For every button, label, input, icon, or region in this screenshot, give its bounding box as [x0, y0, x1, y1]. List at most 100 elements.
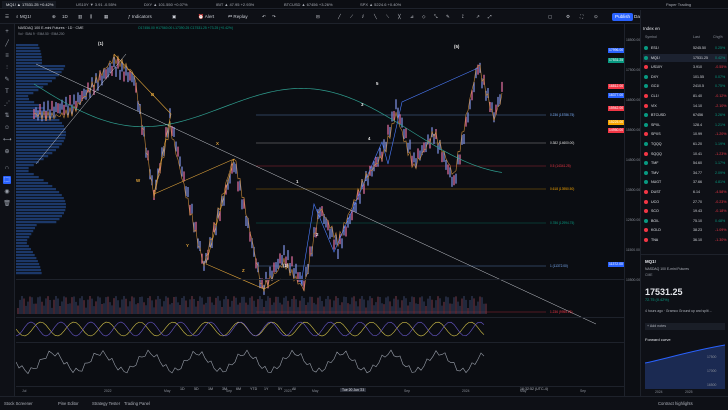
- chart-type-icon[interactable]: ▥: [78, 14, 83, 19]
- tab-mq1[interactable]: MQ1! ▲ 17531.25 +0.42%: [2, 1, 56, 8]
- templates-icon[interactable]: ▦: [104, 14, 109, 19]
- watchlist-row[interactable]: CL1! 81.40 -0.12%: [643, 92, 727, 100]
- watchlist-row[interactable]: US10Y 3.910 -0.55%: [643, 63, 727, 71]
- crosshair-icon[interactable]: +: [5, 29, 9, 35]
- drawing-tool-2[interactable]: ╱: [338, 14, 341, 19]
- watchlist-row[interactable]: SPXL 128.4 1.21%: [643, 121, 727, 129]
- col-chg[interactable]: Chg%: [713, 35, 723, 39]
- zoom-icon[interactable]: ⊕: [4, 149, 10, 155]
- trading-panel-tab[interactable]: Trading Panel: [124, 401, 150, 406]
- forecast-icon[interactable]: ⇅: [4, 113, 10, 119]
- pattern-icon[interactable]: ⋰: [4, 101, 10, 107]
- chart-canvas[interactable]: [16, 24, 624, 396]
- drawing-tool-3[interactable]: ⟋: [350, 14, 354, 19]
- drawing-tool-5[interactable]: ╲: [374, 14, 377, 19]
- magnet-icon[interactable]: ∩: [4, 165, 10, 171]
- redo-icon[interactable]: ↷: [272, 14, 276, 19]
- tab-dxy[interactable]: DXY ▲ 101.550 +0.07%: [144, 2, 188, 7]
- watchlist-row[interactable]: SCO 19.43 -0.18%: [643, 207, 727, 215]
- watchlist-row[interactable]: ES1! 5245.50 0.25%: [643, 44, 727, 52]
- watchlist-row[interactable]: KOLD 38.23 -1.09%: [643, 226, 727, 234]
- watchlist-row[interactable]: BOIL 75.10 0.48%: [643, 217, 727, 225]
- drawing-tool-9[interactable]: ◇: [422, 14, 426, 19]
- tab-paper-trading[interactable]: Paper Trading: [666, 2, 692, 7]
- watchlist-row[interactable]: SQQQ 10.41 -1.23%: [643, 150, 727, 158]
- compare-button[interactable]: ⊕: [52, 14, 56, 19]
- time-axis[interactable]: Jul 2022 May Sep 2023 May Tue 20 Jun '23…: [16, 386, 624, 396]
- eye-icon[interactable]: ◉: [4, 189, 10, 195]
- watchlist-title[interactable]: Index en: [643, 26, 660, 31]
- brush-icon[interactable]: ✎: [4, 77, 10, 83]
- horizontal-line-icon[interactable]: ≡: [5, 53, 9, 59]
- alert-button[interactable]: ⏰ Alert: [198, 13, 214, 21]
- watchlist-row[interactable]: MQ1! 17531.25 0.42%: [643, 53, 727, 62]
- drawing-tool-8[interactable]: ⊿: [410, 14, 414, 19]
- trendline-icon[interactable]: ╱: [5, 41, 9, 47]
- symbol-search[interactable]: ⌕ MQ1!: [16, 13, 31, 21]
- watchlist-row[interactable]: DUST 6.14 -4.58%: [643, 188, 727, 196]
- col-last[interactable]: Last: [693, 35, 700, 39]
- drawing-tool-12[interactable]: ⟟: [462, 14, 464, 19]
- lock-icon[interactable]: ⬚: [3, 176, 11, 184]
- tab-btcusd[interactable]: BTCUSD ▲ 67456 +3.26%: [284, 2, 333, 7]
- watchlist-row[interactable]: TNA 36.10 -1.30%: [643, 236, 727, 244]
- tab-spx[interactable]: SPX ▲ 5224.6 +0.40%: [360, 2, 402, 7]
- watchlist-row[interactable]: BTCUSD 67456 3.26%: [643, 111, 727, 119]
- trash-icon[interactable]: 🗑: [3, 201, 11, 207]
- publish-button[interactable]: Publish: [612, 13, 634, 21]
- range-button[interactable]: 1Y: [264, 387, 269, 391]
- watchlist-row[interactable]: TMF 54.60 1.17%: [643, 159, 727, 167]
- add-notes-button[interactable]: + Add notes: [645, 323, 725, 330]
- settings-icon[interactable]: ⚙: [566, 14, 571, 19]
- layouts-icon[interactable]: ▣: [172, 14, 177, 19]
- drawing-tool-11[interactable]: ✎: [446, 14, 450, 19]
- contract-highlights-tab[interactable]: Contract highlights: [658, 401, 693, 406]
- range-button[interactable]: 6M: [236, 387, 241, 391]
- drawing-tool-7[interactable]: ╳: [398, 14, 401, 19]
- watchlist-row[interactable]: UCO 27.70 -0.23%: [643, 198, 727, 206]
- range-button[interactable]: YTD: [250, 387, 258, 391]
- main-chart[interactable]: NASDAQ 100 E-mini Futures · 1D · CME O17…: [16, 24, 624, 396]
- shapes-icon[interactable]: ☺: [3, 125, 11, 131]
- replay-button[interactable]: ⏮ Replay: [228, 13, 248, 21]
- range-button[interactable]: All: [292, 387, 296, 391]
- strategy-tester-tab[interactable]: Strategy Tester: [92, 401, 121, 406]
- watchlist-row[interactable]: SPXS 10.99 -1.20%: [643, 130, 727, 138]
- drawing-tool-4[interactable]: ⫽: [362, 14, 365, 19]
- stock-screener-tab[interactable]: Stock Screener: [4, 401, 33, 406]
- watchlist-row[interactable]: VIX 14.10 -2.10%: [643, 102, 727, 110]
- drawing-tool-13[interactable]: ↗: [476, 14, 480, 19]
- indicators-button[interactable]: ƒ Indicators: [128, 13, 152, 21]
- interval-button[interactable]: 1D: [62, 14, 68, 19]
- watchlist-row[interactable]: TMV 34.77 2.09%: [643, 169, 727, 177]
- watchlist-row[interactable]: DXY 101.55 0.07%: [643, 73, 727, 81]
- range-button[interactable]: 5D: [194, 387, 199, 391]
- fib-icon[interactable]: ⫶: [6, 65, 8, 71]
- pine-editor-tab[interactable]: Pine Editor: [58, 401, 79, 406]
- camera-icon[interactable]: ⊙: [594, 14, 598, 19]
- tab-us10y[interactable]: US10Y ▼ 3.91 -0.55%: [76, 2, 117, 7]
- drawing-tool-10[interactable]: ⤡: [434, 14, 438, 19]
- watchlist-row[interactable]: TQQQ 61.20 1.19%: [643, 140, 727, 148]
- range-button[interactable]: 1D: [180, 387, 185, 391]
- fullscreen-icon[interactable]: ⛶: [580, 14, 584, 19]
- col-symbol[interactable]: Symbol: [645, 35, 657, 39]
- undo-icon[interactable]: ↶: [262, 14, 266, 19]
- drawing-tool-1[interactable]: ⊟: [316, 14, 320, 19]
- drawing-tool-6[interactable]: ⟍: [386, 14, 390, 19]
- range-button[interactable]: 5Y: [278, 387, 283, 391]
- menu-icon[interactable]: ☰: [4, 14, 10, 19]
- layout-grid-icon[interactable]: ▢: [548, 14, 553, 19]
- tab-ibit[interactable]: IBIT ▲ 47.95 +2.93%: [216, 2, 255, 7]
- watchlist-row[interactable]: NUGT 37.66 4.81%: [643, 178, 727, 186]
- range-button[interactable]: 3M: [222, 387, 227, 391]
- drawing-tool-14[interactable]: ⤢: [488, 14, 492, 19]
- clock[interactable]: 16:32:52 (UTC-4): [520, 387, 548, 391]
- text-icon[interactable]: T: [5, 89, 9, 95]
- watchlist-row[interactable]: GC1! 2410.5 0.75%: [643, 82, 727, 90]
- candles-icon[interactable]: ⫼: [90, 14, 93, 19]
- range-button[interactable]: 1M: [208, 387, 213, 391]
- news-item[interactable]: 4 hours ago · Gramco Ground up and split…: [645, 309, 713, 313]
- ruler-icon[interactable]: ⟷: [3, 137, 12, 143]
- price-axis[interactable]: 18500.00 17500.00 16500.00 15500.00 1450…: [624, 24, 640, 396]
